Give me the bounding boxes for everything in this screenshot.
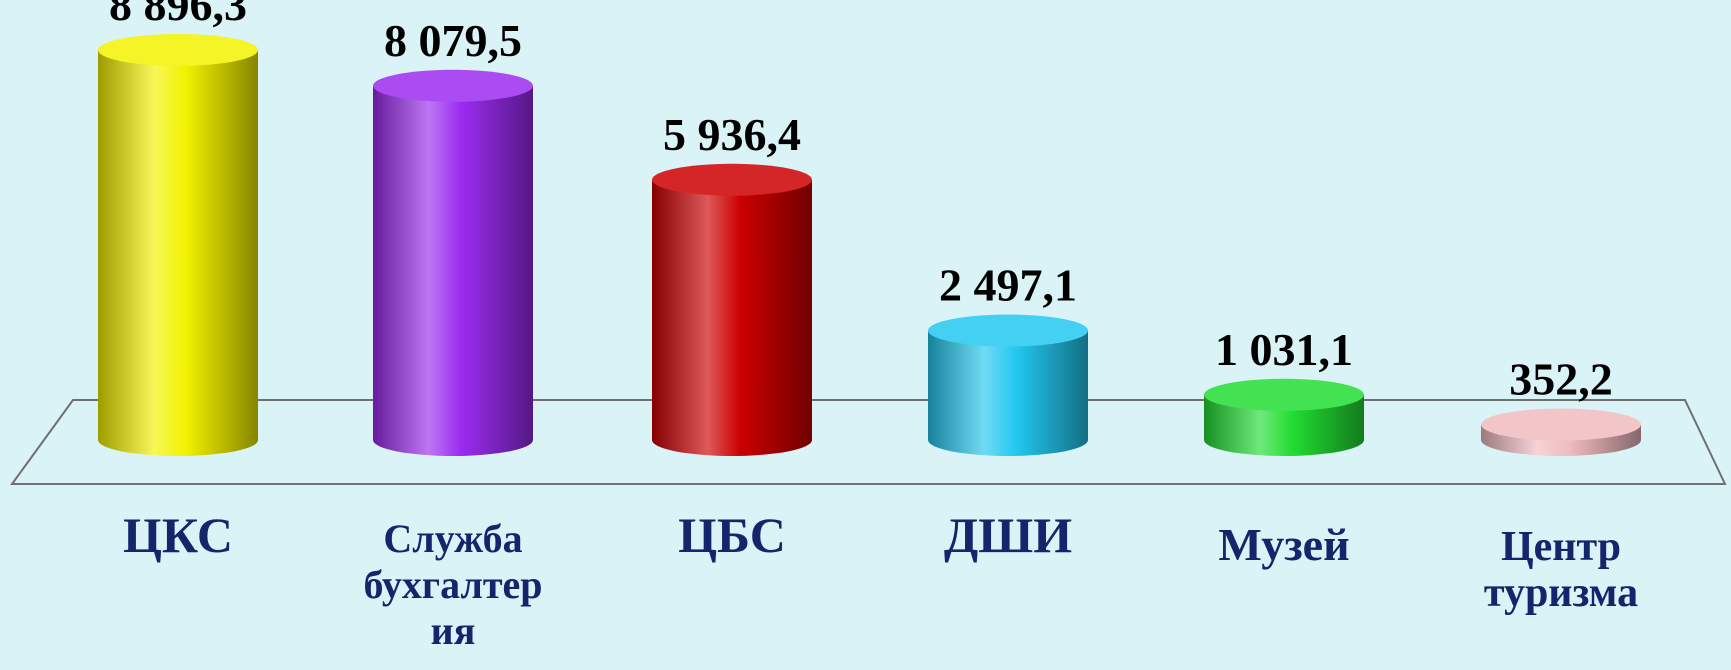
bar [1204,378,1364,456]
bar [928,314,1088,456]
chart-floor [10,399,1727,485]
data-label: 8 079,5 [384,15,522,66]
bar-top [1204,378,1364,411]
data-label: 1 031,1 [1215,324,1353,375]
bar-body [652,179,812,456]
bar-top [98,34,258,66]
bar-top [1481,408,1641,441]
bar-body [1204,394,1364,456]
bar-top [373,69,533,102]
category-label: ЦКС [123,507,233,563]
bar [652,163,812,456]
data-label: 5 936,4 [663,109,801,160]
bar [98,34,258,456]
category-label: Центр туризма [1484,524,1638,616]
category-label: Служба бухгалтер ия [363,516,542,653]
category-label: ДШИ [944,507,1072,563]
category-label: Музей [1218,519,1349,570]
category-label: ЦБС [678,507,786,563]
bar-body [98,50,258,456]
bar [1481,408,1641,456]
bar-top [652,163,812,196]
bar [373,69,533,456]
data-label: 2 497,1 [939,260,1077,311]
bar-body [928,330,1088,456]
bar-body [373,85,533,456]
data-label: 8 896,3 [109,0,247,30]
data-label: 352,2 [1509,354,1613,405]
bar-top [928,314,1088,347]
